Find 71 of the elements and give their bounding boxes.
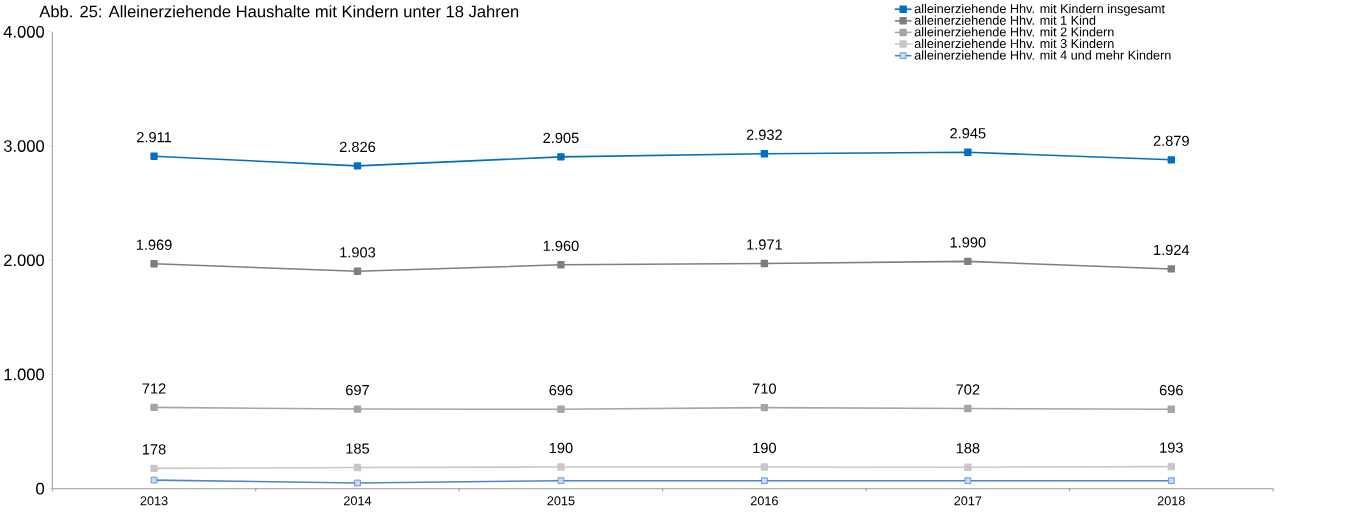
point	[964, 148, 972, 156]
y-tick-label: 4.000	[3, 25, 45, 38]
data-label: 1.924	[1154, 244, 1190, 255]
x-tick-label: 2018	[1157, 496, 1185, 506]
point	[353, 405, 362, 413]
legend-label: alleinerziehende Hhv. mit 2 Kindern	[914, 26, 1114, 37]
data-label: 2.911	[137, 131, 172, 143]
data-label: 710	[752, 383, 776, 394]
point	[557, 463, 565, 471]
y-tick-label: 3.000	[3, 140, 45, 152]
legend-label: alleinerziehende Hhv. mit 4 und mehr Kindern	[914, 50, 1171, 60]
point	[964, 477, 972, 484]
point	[353, 162, 362, 170]
point	[150, 476, 158, 484]
data-label: 1.903	[340, 247, 376, 258]
data-label: 193	[1160, 442, 1183, 453]
data-label: 188	[956, 442, 980, 454]
x-tick-label: 2017	[954, 496, 982, 506]
point	[761, 477, 768, 484]
data-label: 178	[142, 444, 166, 455]
point	[964, 404, 972, 413]
point	[557, 477, 565, 484]
chart-title: Abb. 25: Alleinerziehende Haushalte mit Kindern unter 18 Jahren	[39, 5, 519, 18]
data-label: 2.905	[543, 132, 579, 143]
y-tick-label: 1.000	[4, 368, 45, 381]
data-label: 190	[549, 442, 573, 454]
point	[760, 403, 769, 412]
point	[1167, 477, 1175, 484]
data-label: 2.945	[950, 127, 986, 139]
point	[760, 259, 769, 268]
data-label: 2.826	[339, 141, 376, 152]
point	[1167, 265, 1175, 273]
data-label: 185	[346, 443, 370, 454]
data-label: 2.879	[1153, 135, 1189, 146]
x-tick-label: 2013	[140, 496, 168, 506]
point	[353, 267, 362, 275]
point	[557, 260, 565, 269]
data-label: 712	[142, 383, 166, 394]
point	[353, 463, 362, 472]
y-tick-label: 0	[36, 482, 45, 495]
point	[760, 149, 769, 158]
data-label: 696	[1159, 384, 1183, 396]
point	[150, 403, 158, 411]
point	[557, 153, 565, 161]
legend-label: alleinerziehende Hhv. mit 1 Kind	[914, 15, 1096, 25]
point	[964, 463, 972, 471]
point	[1167, 405, 1175, 413]
data-label: 696	[549, 384, 573, 396]
y-tick-label: 2.000	[4, 254, 45, 266]
data-label: 702	[956, 384, 980, 395]
point	[760, 463, 769, 471]
data-label: 1.971	[747, 239, 782, 250]
point	[557, 405, 565, 413]
point	[354, 479, 361, 487]
x-tick-label: 2015	[547, 496, 575, 506]
point	[964, 257, 972, 265]
data-label: 1.969	[136, 239, 172, 250]
legend-label: alleinerziehende Hhv. mit Kindern insgesamt	[914, 3, 1165, 16]
x-tick-label: 2016	[750, 496, 778, 506]
point	[150, 152, 158, 160]
data-label: 1.960	[543, 240, 579, 251]
legend-label: alleinerziehende Hhv. mit 3 Kindern	[914, 38, 1114, 48]
point	[150, 259, 158, 268]
data-label: 697	[346, 384, 369, 396]
point	[1167, 156, 1175, 164]
point	[150, 464, 158, 472]
point	[1167, 462, 1175, 471]
data-label: 2.932	[746, 129, 782, 140]
x-tick-label: 2014	[344, 496, 372, 506]
data-label: 190	[753, 442, 776, 454]
data-label: 1.990	[950, 237, 986, 248]
